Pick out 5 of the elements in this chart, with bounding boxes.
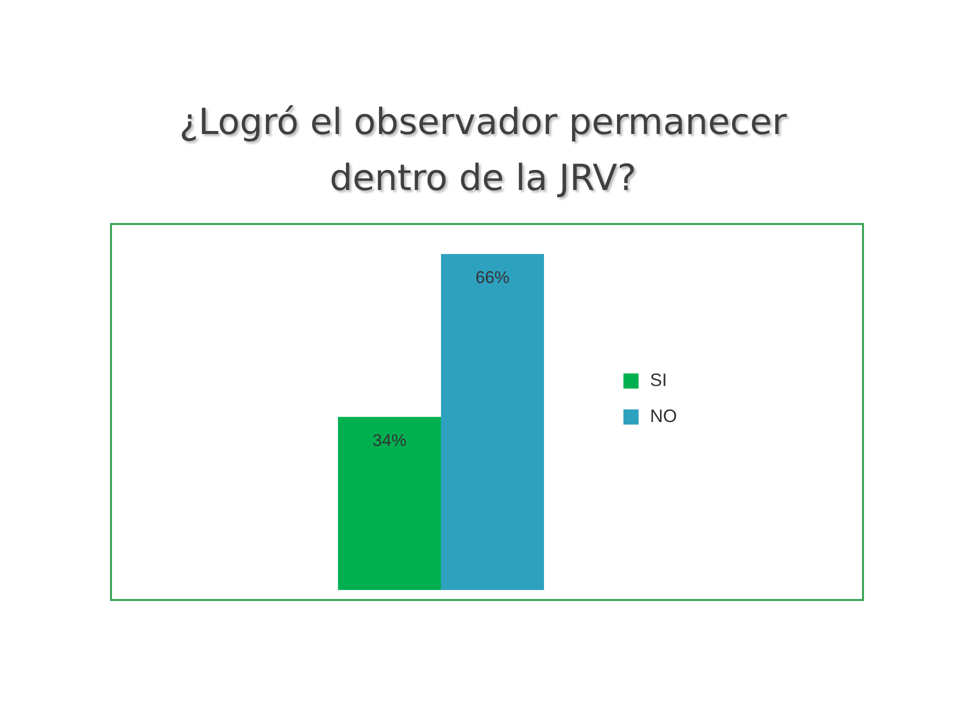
legend-label: SI: [650, 370, 668, 390]
data-label: 34%: [372, 430, 407, 450]
legend-label: NO: [650, 406, 677, 426]
data-label: 66%: [475, 268, 510, 287]
chart-title: ¿Logró el observador permanecer dentro de la JRV?: [178, 101, 788, 201]
